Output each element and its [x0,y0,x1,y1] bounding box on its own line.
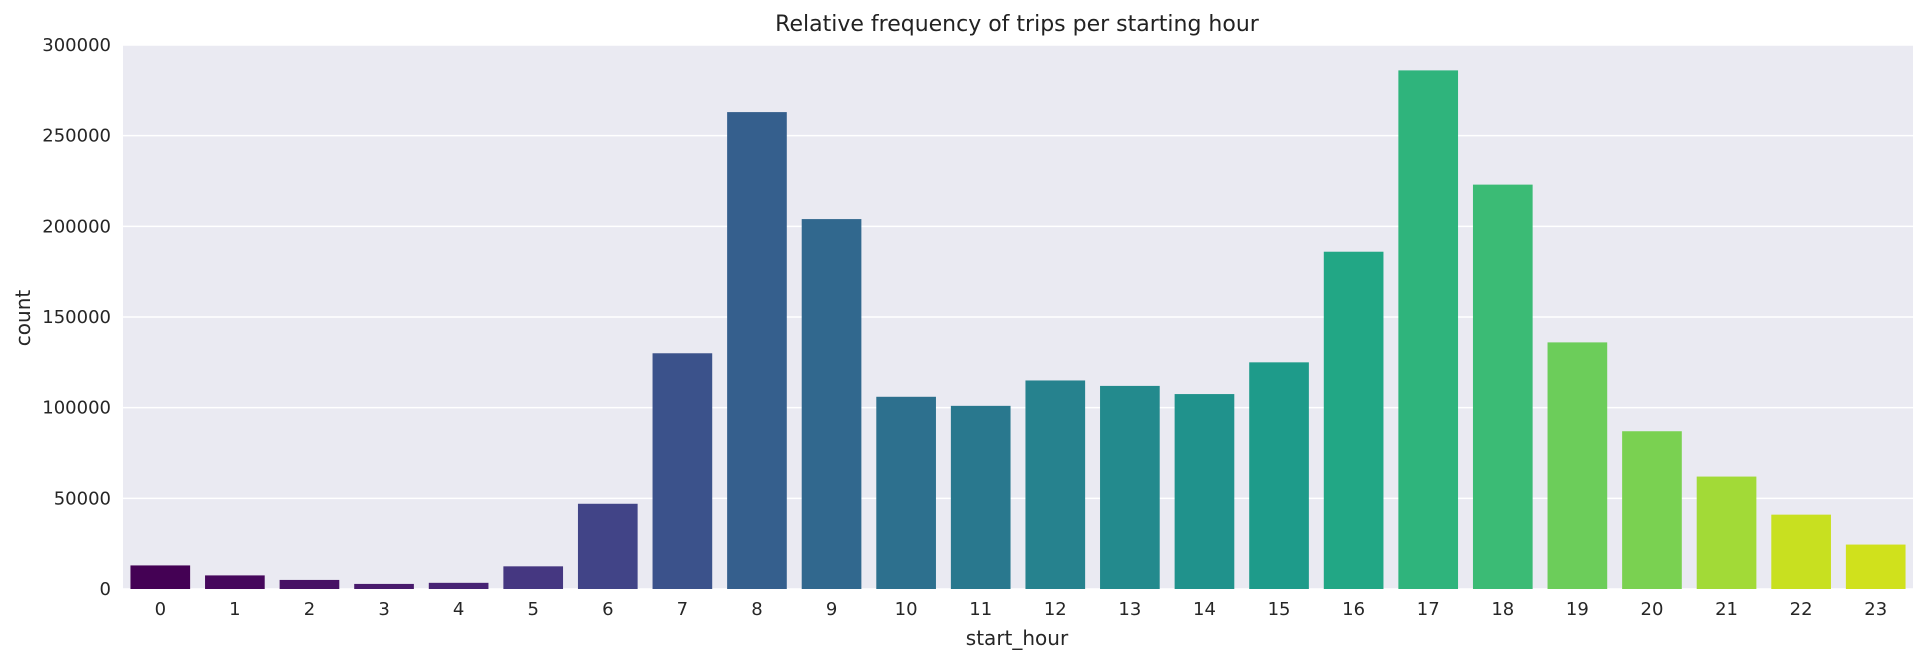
x-tick-label: 9 [826,599,837,620]
y-tick-label: 200000 [42,216,111,237]
x-tick-label: 23 [1864,599,1887,620]
x-tick-label: 21 [1715,599,1738,620]
bars-group [130,70,1906,590]
bar-hour-10 [876,396,936,589]
x-tick-label: 8 [751,599,762,620]
x-tick-label: 15 [1268,599,1291,620]
x-tick-label: 22 [1790,599,1813,620]
x-tick-label: 5 [527,599,538,620]
y-tick-label: 300000 [42,35,111,56]
bar-hour-5 [503,566,564,589]
x-tick-label: 3 [378,599,389,620]
bar-hour-15 [1249,362,1309,589]
grid-lines [123,44,1913,590]
x-tick-label: 11 [969,599,992,620]
x-tick-label: 18 [1491,599,1514,620]
y-axis-ticks: 0 50000 100000 150000 200000 250000 300000 [42,35,111,600]
bar-hour-11 [950,405,1011,589]
bar-hour-7 [652,353,713,589]
y-axis-label: count [11,290,35,347]
y-tick-label: 100000 [42,398,111,419]
x-tick-label: 12 [1044,599,1067,620]
bar-hour-2 [279,579,340,589]
x-tick-label: 13 [1118,599,1141,620]
chart-title: Relative frequency of trips per starting… [775,12,1260,37]
bar-hour-21 [1696,476,1757,589]
x-axis-label: start_hour [966,626,1069,650]
x-tick-label: 17 [1417,599,1440,620]
bar-hour-3 [354,583,414,589]
x-tick-label: 16 [1342,599,1365,620]
x-tick-label: 6 [602,599,613,620]
x-tick-label: 19 [1566,599,1589,620]
y-tick-label: 250000 [42,126,111,147]
y-tick-label: 150000 [42,307,111,328]
x-tick-label: 20 [1641,599,1664,620]
y-tick-label: 0 [100,579,111,600]
bar-hour-23 [1845,544,1906,589]
x-tick-label: 14 [1193,599,1216,620]
bar-hour-16 [1323,251,1384,589]
bar-hour-12 [1025,380,1086,589]
bar-hour-9 [801,219,862,589]
x-axis-ticks: 0 1 2 3 4 5 6 7 8 9 10 11 12 13 14 15 16 17 18 19 20 21 22 23 [155,599,1888,620]
bar-hour-20 [1622,431,1682,589]
bar-hour-14 [1174,394,1235,589]
bar-hour-18 [1472,184,1533,590]
bar-hour-4 [428,582,489,589]
bar-hour-22 [1771,514,1831,589]
bar-hour-1 [205,575,265,589]
bar-hour-8 [727,112,787,590]
bar-hour-13 [1100,385,1160,589]
x-tick-label: 7 [677,599,688,620]
bar-hour-17 [1398,70,1459,590]
x-tick-label: 10 [895,599,918,620]
bar-hour-6 [577,503,638,589]
x-tick-label: 2 [304,599,315,620]
bar-hour-0 [130,565,191,589]
bar-hour-19 [1547,342,1608,589]
x-tick-label: 1 [229,599,240,620]
x-tick-label: 0 [155,599,166,620]
y-tick-label: 50000 [54,488,111,509]
x-tick-label: 4 [453,599,464,620]
